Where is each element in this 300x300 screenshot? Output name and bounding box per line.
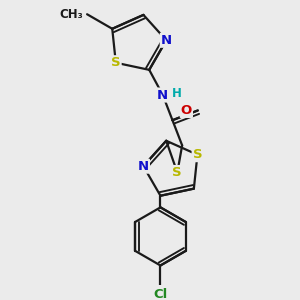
Text: S: S — [111, 56, 121, 69]
Text: CH₃: CH₃ — [59, 8, 83, 21]
Text: H: H — [171, 87, 181, 100]
Text: O: O — [181, 104, 192, 117]
Text: S: S — [193, 148, 202, 161]
Text: N: N — [138, 160, 149, 173]
Text: Cl: Cl — [153, 288, 168, 300]
Text: N: N — [161, 34, 172, 47]
Text: S: S — [172, 166, 182, 179]
Text: N: N — [157, 88, 168, 101]
